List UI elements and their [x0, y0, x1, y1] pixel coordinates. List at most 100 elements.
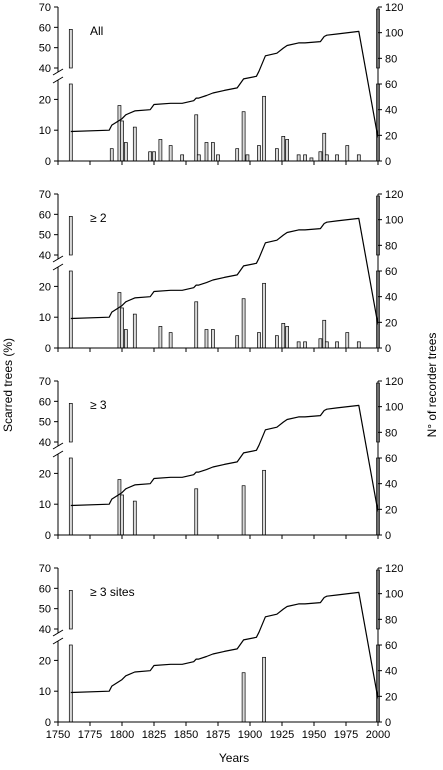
left-y-tick-label: 70: [39, 189, 51, 201]
bar-4: [132, 500, 137, 536]
bar-2: [241, 672, 246, 723]
bar-25: [296, 154, 301, 162]
bar-upper-1: [68, 29, 73, 69]
bar-lower-1: [68, 270, 73, 349]
right-y-tick-label: 20: [385, 691, 397, 703]
panel-4: 1750 1775 1800 1825 1850 1875 1900 1925 1950 1975…: [39, 563, 404, 741]
bar-19: [245, 154, 250, 162]
left-y-tick-label: 20: [39, 468, 51, 480]
bar-33: [356, 154, 361, 162]
bar-5: [123, 142, 128, 162]
x-tick-label: 1900: [238, 729, 262, 741]
left-y-tick-label: 0: [45, 156, 51, 168]
bar-31: [335, 154, 339, 162]
left-y-tick-label: 20: [39, 94, 51, 106]
axis-break-mark-upper: [52, 629, 64, 637]
bar-upper-1: [68, 590, 73, 630]
left-y-tick-label: 0: [45, 530, 51, 542]
left-y-tick-label: 70: [39, 376, 51, 388]
x-tick-label: 1925: [270, 729, 294, 741]
recorder-trees-line: [70, 404, 379, 513]
x-tick-label: 2000: [366, 729, 390, 741]
axis-break-mark-lower: [52, 450, 64, 458]
right-y-tick-label: 40: [385, 666, 397, 678]
left-y-tick-label: 50: [39, 604, 51, 616]
panels: 0102040506070020406080100120All010204050…: [39, 2, 404, 741]
right-y-tick-label: 0: [385, 530, 391, 542]
left-y-tick-label: 50: [39, 230, 51, 242]
bar-5: [194, 488, 199, 536]
bar-10: [211, 329, 215, 349]
bar-8: [194, 301, 199, 349]
bar-23: [335, 341, 339, 349]
x-tick-label: 1800: [110, 729, 134, 741]
bar-upper-1: [68, 216, 73, 256]
left-y-tick-label: 50: [39, 43, 51, 55]
panel-1: 0 10 20 40 50 60 70 0 20 40 60 80 100 120 All: [39, 2, 404, 168]
right-y-tick-label: 100: [385, 28, 403, 40]
right-y-tick-label: 60: [385, 640, 397, 652]
bar-19: [303, 341, 307, 349]
bar-16: [216, 154, 220, 162]
panel-3: 0 10 20 40 50 60 70 0 20 40 60 80 100 120 ≥ 3: [39, 376, 404, 542]
bar-5: [132, 313, 137, 349]
x-tick-label: 1750: [46, 729, 70, 741]
axis-break-mark-lower: [52, 76, 64, 84]
x-tick-label: 1825: [142, 729, 166, 741]
left-y-tick-label: 50: [39, 417, 51, 429]
right-y-tick-label: 40: [385, 105, 397, 117]
bar-11: [235, 335, 240, 349]
bar-25: [356, 341, 361, 349]
left-y-tick-label: 60: [39, 396, 51, 408]
bar-22: [324, 341, 329, 349]
panel-label: ≥ 2: [90, 211, 107, 225]
right-y-tick-label: 60: [385, 79, 397, 91]
left-y-tick-label: 40: [39, 437, 51, 449]
bar-14: [262, 282, 266, 349]
right-y-tick-label: 20: [385, 317, 397, 329]
x-tick-label: 1775: [78, 729, 102, 741]
right-y-tick-label: 100: [385, 589, 403, 601]
right-y-tick-label: 100: [385, 402, 403, 414]
bar-7: [148, 151, 153, 162]
left-y-tick-label: 40: [39, 63, 51, 75]
panel-label: ≥ 3 sites: [90, 585, 135, 599]
right-y-tick-label: 40: [385, 479, 397, 491]
right-y-axis-label: N° of recorder trees: [425, 333, 439, 438]
panel-label: All: [90, 24, 103, 38]
bar-7: [168, 332, 173, 349]
bar-3: [120, 494, 124, 536]
x-tick-label: 1975: [334, 729, 358, 741]
x-tick-label: 1950: [302, 729, 326, 741]
bar-3: [120, 307, 124, 349]
axis-break-mark-upper: [52, 68, 64, 76]
right-y-tick-label: 80: [385, 240, 397, 252]
bar-17: [285, 326, 289, 349]
panel-label: ≥ 3: [90, 398, 107, 412]
bar-20: [318, 338, 323, 349]
bar-13: [196, 154, 201, 162]
left-y-tick-label: 10: [39, 499, 51, 511]
right-y-tick-label: 20: [385, 130, 397, 142]
left-y-tick-label: 40: [39, 250, 51, 262]
bar-6: [241, 485, 246, 536]
bar-24: [285, 139, 289, 162]
bar-28: [318, 151, 323, 162]
left-y-tick-label: 0: [45, 343, 51, 355]
bar-lower-1: [68, 83, 73, 162]
left-y-tick-label: 10: [39, 125, 51, 137]
bar-16: [281, 323, 286, 349]
right-y-tick-label: 60: [385, 453, 397, 465]
left-y-tick-label: 10: [39, 312, 51, 324]
left-y-tick-label: 20: [39, 655, 51, 667]
x-axis-label: Years: [219, 751, 249, 765]
bar-12: [194, 114, 199, 162]
bar-22: [275, 148, 279, 162]
left-y-tick-label: 40: [39, 624, 51, 636]
right-y-tick-label: 40: [385, 292, 397, 304]
bar-4: [123, 329, 128, 349]
right-y-tick-label: 0: [385, 717, 391, 729]
bar-17: [235, 148, 240, 162]
right-y-tick-label: 80: [385, 427, 397, 439]
left-y-tick-label: 70: [39, 563, 51, 575]
